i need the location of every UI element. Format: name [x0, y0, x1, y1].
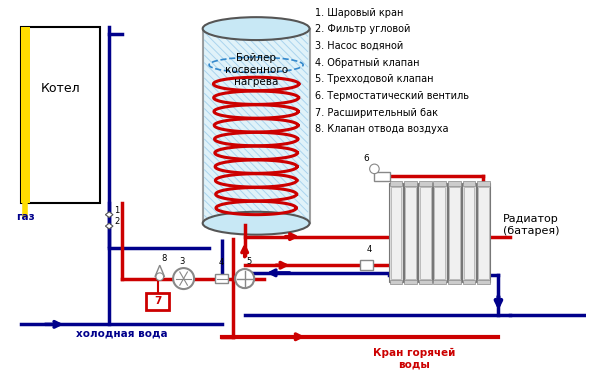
Ellipse shape	[203, 212, 310, 235]
Bar	[374, 172, 389, 181]
Bar	[404, 181, 417, 186]
Text: 7. Расширительный бак: 7. Расширительный бак	[315, 108, 438, 118]
Bar	[419, 279, 431, 284]
Text: 4: 4	[367, 245, 372, 254]
Text: 2. Фильтр угловой: 2. Фильтр угловой	[315, 24, 410, 35]
Polygon shape	[106, 212, 113, 217]
Text: холодная вода: холодная вода	[76, 329, 167, 339]
Bar	[391, 187, 401, 279]
Text: 7: 7	[154, 296, 161, 306]
Text: 6. Термостатический вентиль: 6. Термостатический вентиль	[315, 91, 469, 101]
Bar	[464, 187, 475, 279]
Bar	[449, 187, 460, 279]
Bar	[448, 183, 461, 282]
Bar	[478, 187, 489, 279]
Text: Бойлер
косвенного
нагрева: Бойлер косвенного нагрева	[224, 53, 287, 86]
Bar	[476, 183, 490, 282]
Bar	[419, 181, 431, 186]
Circle shape	[235, 269, 254, 288]
Bar	[389, 279, 403, 284]
Bar	[404, 279, 417, 284]
Text: 8. Клапан отвода воздуха: 8. Клапан отвода воздуха	[315, 125, 449, 135]
Bar	[418, 183, 432, 282]
Text: 1. Шаровый кран: 1. Шаровый кран	[315, 8, 404, 18]
Circle shape	[156, 273, 164, 280]
Text: 3. Насос водяной: 3. Насос водяной	[315, 41, 404, 51]
Bar	[405, 187, 416, 279]
Bar	[433, 279, 446, 284]
Circle shape	[173, 268, 194, 289]
Bar	[448, 279, 461, 284]
Bar	[404, 183, 418, 282]
Bar	[420, 187, 431, 279]
Circle shape	[370, 164, 379, 174]
Bar	[389, 181, 403, 186]
Text: 5. Трехходовой клапан: 5. Трехходовой клапан	[315, 75, 434, 85]
Bar	[463, 181, 475, 186]
Bar	[215, 274, 229, 283]
Bar	[389, 183, 403, 282]
Text: Котел: Котел	[41, 82, 80, 95]
Text: 4: 4	[219, 258, 224, 267]
Text: 2: 2	[114, 217, 119, 226]
Bar	[433, 183, 446, 282]
Ellipse shape	[203, 17, 310, 40]
Bar	[448, 181, 461, 186]
Bar	[22, 27, 100, 203]
Text: 8: 8	[161, 255, 167, 263]
Bar	[434, 187, 445, 279]
Text: Радиатор
(батарея): Радиатор (батарея)	[503, 214, 560, 236]
Text: 3: 3	[179, 257, 184, 266]
Text: газ: газ	[16, 211, 35, 221]
Polygon shape	[106, 223, 113, 229]
Bar	[146, 293, 169, 310]
Bar	[477, 279, 490, 284]
Bar	[203, 29, 310, 223]
Bar	[463, 279, 475, 284]
Bar	[22, 27, 30, 203]
Text: 6: 6	[363, 154, 369, 163]
Text: 5: 5	[247, 257, 252, 266]
Text: 1: 1	[114, 206, 119, 215]
Bar	[462, 183, 476, 282]
Bar	[360, 260, 373, 270]
Text: Кран горячей
воды: Кран горячей воды	[373, 348, 455, 370]
Text: 4. Обратный клапан: 4. Обратный клапан	[315, 58, 420, 68]
Polygon shape	[155, 265, 164, 277]
Bar	[477, 181, 490, 186]
Bar	[433, 181, 446, 186]
